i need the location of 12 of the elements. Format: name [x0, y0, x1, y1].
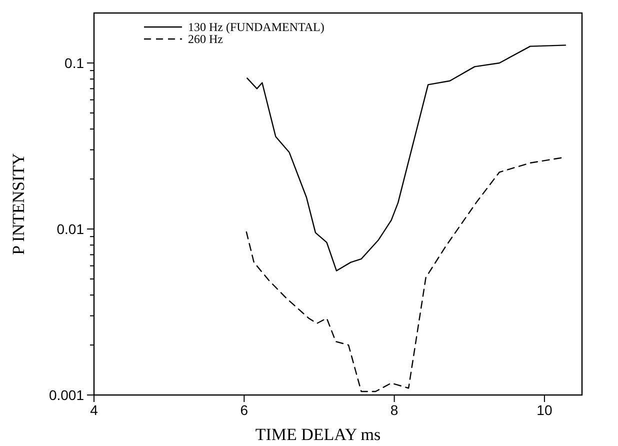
y-tick-label: 0.01 — [56, 220, 84, 237]
x-tick-label: 6 — [240, 402, 248, 418]
line-series — [246, 44, 566, 272]
x-tick-label: 8 — [390, 402, 398, 418]
x-tick-label: 10 — [536, 402, 552, 418]
legend-label: 260 Hz — [188, 32, 223, 46]
y-tick-label: 0.1 — [64, 54, 84, 71]
x-axis-title: TIME DELAY ms — [255, 425, 381, 444]
y-axis-title: P INTENSITY — [9, 153, 28, 255]
y-tick-label: 0.001 — [48, 386, 84, 403]
legend-label: 130 Hz (FUNDAMENTAL) — [188, 20, 324, 34]
x-tick-label: 4 — [90, 402, 98, 418]
